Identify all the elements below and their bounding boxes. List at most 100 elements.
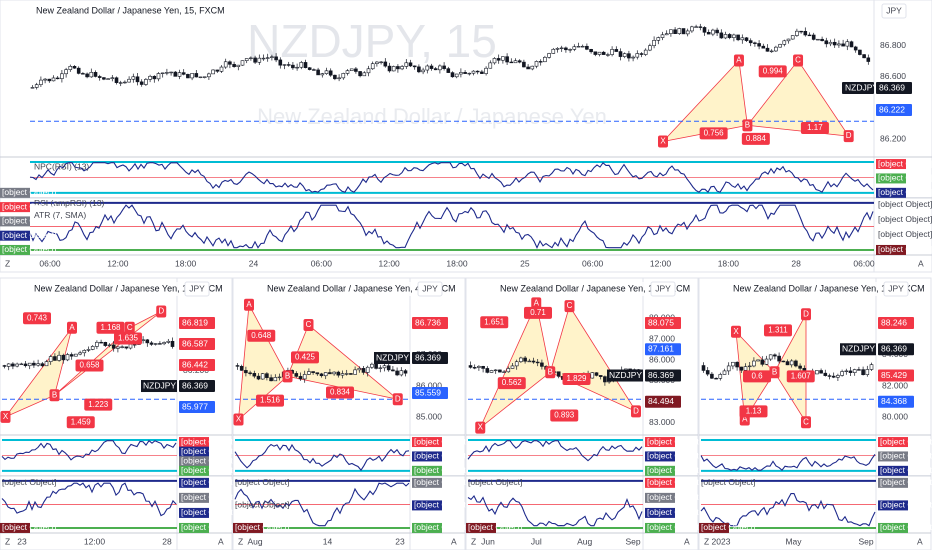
candle bbox=[517, 60, 522, 63]
candle bbox=[714, 377, 718, 380]
price-tag-text: 85.429 bbox=[881, 370, 907, 380]
candle bbox=[403, 370, 408, 374]
indicator-value: [object Object] bbox=[647, 477, 701, 487]
price-tag-text: 86.369 bbox=[648, 370, 674, 380]
indicator-value-tag bbox=[179, 522, 209, 533]
candle bbox=[718, 374, 723, 379]
indicator-value-tag bbox=[179, 446, 209, 457]
time-tick-label: Sep bbox=[858, 536, 873, 546]
candle bbox=[6, 363, 11, 367]
indicator-value: [object Object] bbox=[878, 187, 932, 197]
candle bbox=[727, 34, 732, 38]
candle bbox=[370, 63, 375, 70]
candle bbox=[425, 65, 430, 71]
indicator-value-tag bbox=[878, 437, 908, 448]
candle bbox=[690, 26, 694, 32]
candle bbox=[53, 356, 57, 361]
candle bbox=[181, 72, 186, 75]
candle bbox=[710, 373, 714, 379]
candle bbox=[139, 81, 144, 85]
ratio-text: 0.648 bbox=[251, 331, 272, 340]
candle bbox=[446, 68, 451, 73]
indicator-value-tag bbox=[0, 187, 30, 198]
indicator-value: [object Object] bbox=[880, 451, 932, 461]
price-tag bbox=[842, 82, 874, 94]
candle bbox=[173, 71, 178, 77]
time-tick-label: 06:00 bbox=[39, 258, 61, 268]
candle bbox=[74, 353, 78, 357]
candle bbox=[556, 371, 561, 377]
candle bbox=[135, 76, 140, 83]
candle bbox=[747, 365, 752, 368]
candle bbox=[799, 30, 803, 33]
price-tag-text: 86.222 bbox=[879, 104, 905, 114]
indicator-value: [object Object] bbox=[701, 522, 755, 532]
candle bbox=[316, 69, 320, 76]
candle bbox=[85, 73, 89, 78]
indicator-value-tag bbox=[878, 451, 908, 462]
indicator-line bbox=[467, 440, 643, 462]
candle bbox=[732, 34, 736, 38]
candle bbox=[471, 70, 476, 74]
ratio-label bbox=[524, 306, 552, 319]
scale-button: Z bbox=[238, 536, 243, 546]
price-tag bbox=[412, 352, 448, 365]
indicator-value: [object Object] bbox=[878, 173, 932, 183]
indicator-value: [object Object] bbox=[181, 492, 235, 502]
time-tick-label: 06:00 bbox=[311, 258, 333, 268]
candle bbox=[57, 354, 61, 361]
price-tag-text: 86.369 bbox=[415, 352, 441, 362]
scale-button: Z bbox=[471, 536, 476, 546]
candle bbox=[177, 72, 182, 77]
candle bbox=[593, 51, 598, 55]
candle bbox=[48, 356, 53, 362]
price-tag-text: 85.977 bbox=[182, 401, 208, 411]
candle bbox=[11, 363, 15, 367]
indicator-value: [object Object] bbox=[414, 477, 468, 487]
time-tick-label: 06:00 bbox=[853, 258, 875, 268]
candle bbox=[158, 343, 162, 345]
price-tag bbox=[179, 338, 215, 351]
chart-panel: NZDJPY, 15 New Zealand Dollar / Japanese … bbox=[0, 0, 932, 273]
price-tick-label: 86.600 bbox=[880, 71, 906, 81]
indicator-value-tag bbox=[878, 522, 908, 533]
candle bbox=[778, 44, 782, 48]
indicator-value-tag bbox=[412, 437, 442, 448]
ratio-text: 1.607 bbox=[791, 371, 812, 380]
candle bbox=[198, 76, 203, 79]
ratio-text: 0.562 bbox=[502, 378, 523, 387]
candle bbox=[399, 370, 404, 376]
pattern-point-text: C bbox=[803, 417, 809, 426]
time-tick-label: 23 bbox=[17, 536, 27, 546]
pattern-point-label bbox=[67, 321, 77, 334]
time-tick-label: Aug bbox=[577, 536, 592, 546]
indicator-value: [object Object] bbox=[2, 522, 56, 532]
indicator-line bbox=[700, 492, 876, 527]
candle bbox=[69, 354, 74, 357]
candle bbox=[760, 359, 765, 365]
indicator-value-tag bbox=[645, 451, 675, 462]
indicator-line bbox=[29, 161, 874, 194]
indicator-value: [object Object] bbox=[181, 446, 235, 456]
candle bbox=[93, 72, 98, 77]
candle bbox=[145, 339, 150, 344]
candle bbox=[740, 37, 745, 41]
ratio-label bbox=[247, 329, 276, 342]
ratio-label bbox=[758, 65, 787, 78]
ratio-label bbox=[562, 373, 591, 386]
time-tick-label: 24 bbox=[249, 258, 259, 268]
time-tick-label: 18:00 bbox=[718, 258, 740, 268]
candle bbox=[723, 34, 728, 39]
candle bbox=[807, 34, 812, 37]
indicator-value: [object Object] bbox=[414, 522, 468, 532]
candle bbox=[116, 346, 120, 349]
ratio-label bbox=[114, 332, 142, 345]
pattern-point-label bbox=[742, 119, 753, 132]
candle bbox=[795, 30, 799, 36]
candle bbox=[858, 49, 862, 55]
indicator-value-tag bbox=[645, 492, 675, 503]
title-bg bbox=[470, 282, 660, 296]
candle bbox=[257, 57, 262, 63]
candle bbox=[831, 375, 836, 378]
candle bbox=[107, 344, 112, 347]
